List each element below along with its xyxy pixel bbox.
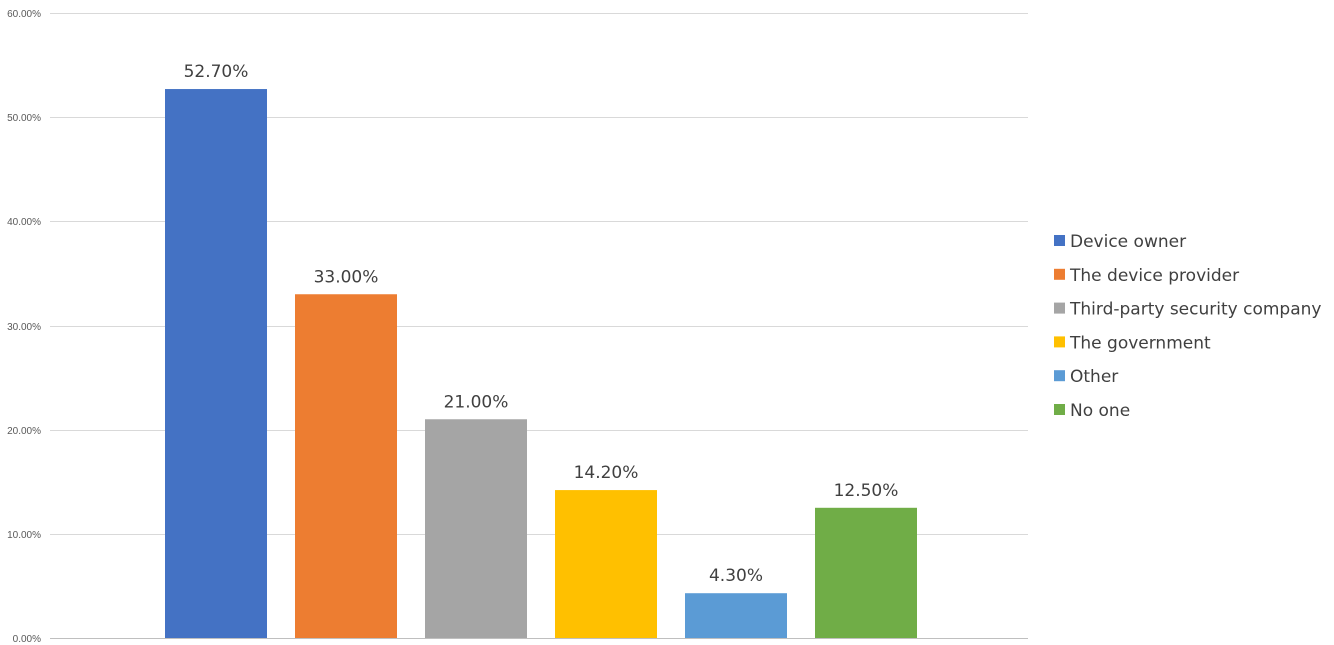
y-tick-label: 10.00%	[7, 530, 41, 541]
legend-item-label: No one	[1070, 401, 1130, 421]
bar	[425, 419, 527, 638]
bar	[685, 593, 787, 638]
data-label: 52.70%	[184, 62, 249, 82]
data-label: 4.30%	[709, 566, 763, 586]
legend-item-label: The government	[1069, 333, 1211, 353]
legend-swatch	[1054, 370, 1065, 382]
y-tick-label: 50.00%	[7, 113, 41, 124]
data-label: 21.00%	[444, 392, 509, 412]
legend-item-label: Device owner	[1070, 232, 1186, 252]
y-tick-label: 20.00%	[7, 426, 41, 437]
legend-swatch	[1054, 404, 1065, 415]
data-label: 33.00%	[314, 267, 379, 287]
bar	[295, 294, 397, 638]
data-label: 14.20%	[574, 463, 639, 483]
data-label: 12.50%	[834, 481, 899, 501]
bar	[555, 490, 657, 638]
bar	[815, 507, 917, 638]
legend-swatch	[1054, 235, 1065, 246]
legend-swatch	[1054, 302, 1065, 314]
legend-item-label: Third-party security company	[1069, 300, 1321, 320]
y-tick-label: 60.00%	[7, 9, 41, 20]
legend-swatch	[1054, 336, 1065, 348]
legend-item-label: Other	[1070, 367, 1118, 387]
y-tick-label: 40.00%	[7, 217, 41, 228]
legend-swatch	[1054, 268, 1065, 280]
y-tick-label: 0.00%	[13, 634, 41, 645]
legend-item-label: The device provider	[1069, 266, 1239, 286]
y-tick-label: 30.00%	[7, 322, 41, 333]
bar	[165, 89, 267, 638]
